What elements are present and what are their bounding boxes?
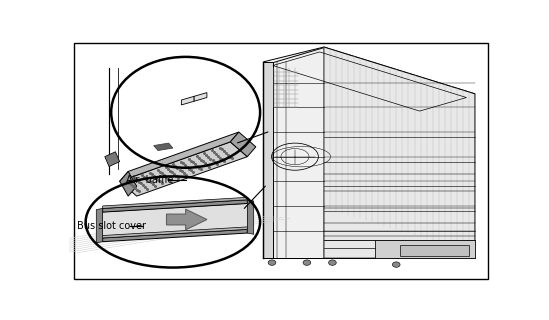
Polygon shape	[96, 208, 103, 243]
Polygon shape	[181, 96, 194, 105]
Polygon shape	[194, 92, 207, 101]
Polygon shape	[120, 132, 239, 181]
Polygon shape	[247, 200, 254, 234]
Text: Air  baffle: Air baffle	[126, 175, 173, 185]
Polygon shape	[103, 197, 247, 208]
Ellipse shape	[393, 262, 400, 267]
Polygon shape	[273, 47, 324, 258]
Polygon shape	[103, 229, 247, 242]
Text: Bus slot cover: Bus slot cover	[77, 221, 146, 231]
Ellipse shape	[329, 260, 336, 265]
Polygon shape	[103, 227, 247, 238]
Polygon shape	[103, 200, 247, 212]
Polygon shape	[120, 172, 137, 196]
Polygon shape	[154, 143, 173, 150]
Polygon shape	[375, 240, 475, 258]
Polygon shape	[231, 132, 256, 157]
Polygon shape	[324, 47, 475, 258]
Polygon shape	[166, 209, 207, 230]
Polygon shape	[401, 245, 469, 256]
Ellipse shape	[303, 260, 311, 265]
Polygon shape	[120, 142, 247, 196]
Polygon shape	[105, 152, 120, 166]
Polygon shape	[103, 204, 247, 238]
Polygon shape	[264, 62, 273, 258]
Ellipse shape	[268, 260, 276, 265]
Polygon shape	[264, 47, 475, 108]
